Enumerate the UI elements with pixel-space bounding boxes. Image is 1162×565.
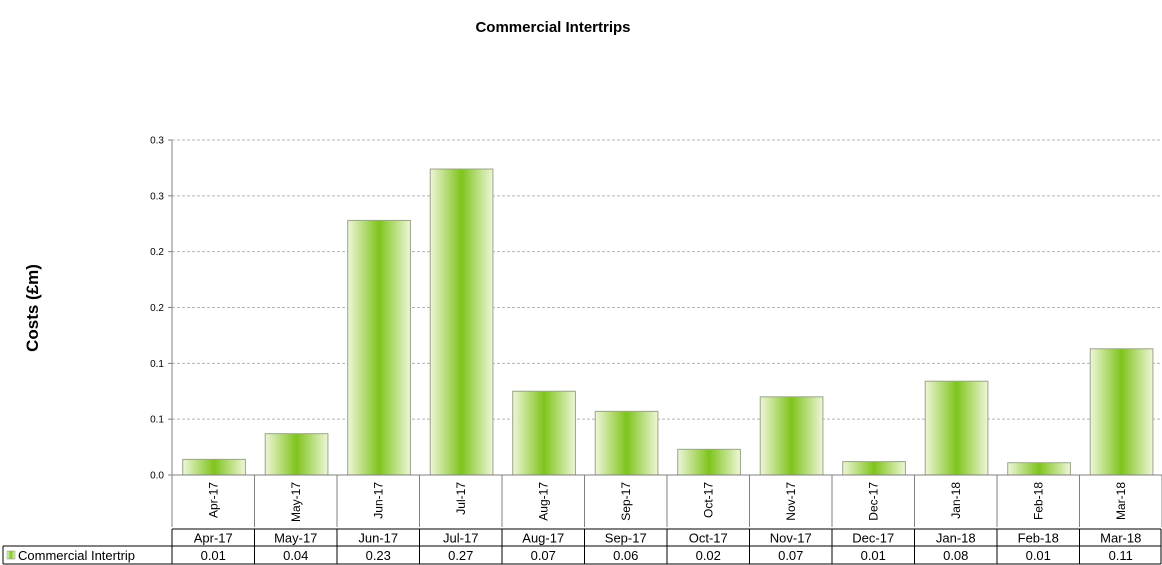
table-header-cell: Mar-18 (1100, 531, 1141, 546)
y-tick-label: 0.1 (150, 359, 164, 370)
table-value-cell: 0.01 (861, 548, 886, 563)
bar-Jan-18 (924, 380, 989, 476)
x-tick-label: Sep-17 (619, 482, 633, 521)
x-tick-label: Mar-18 (1114, 482, 1128, 520)
bar-Jun-17 (347, 219, 411, 476)
y-tick-label: 0.0 (150, 471, 164, 482)
y-tick-label: 0.3 (150, 136, 164, 147)
x-tick-label: Feb-18 (1031, 482, 1045, 520)
x-tick-label: Jul-17 (454, 482, 468, 515)
table-value-cell: 0.08 (943, 548, 968, 563)
y-tick-label: 0.1 (150, 415, 164, 426)
legend-key (6, 550, 16, 560)
table-header-cell: Jul-17 (443, 531, 478, 546)
table-header-cell: Aug-17 (522, 531, 564, 546)
y-tick-label: 0.2 (150, 247, 164, 258)
x-tick-label: Oct-17 (701, 482, 715, 518)
table-value-cell: 0.23 (366, 548, 391, 563)
y-tick-label: 0.3 (150, 191, 164, 202)
x-tick-label: May-17 (289, 482, 303, 522)
bar-May-17 (264, 433, 329, 476)
bar-Mar-18 (1089, 348, 1154, 476)
table-value-cell: 0.11 (1109, 548, 1133, 563)
table-value-cell: 0.07 (778, 548, 803, 563)
y-tick-label: 0.2 (150, 303, 164, 314)
table-header-cell: May-17 (274, 531, 317, 546)
table-header-cell: Oct-17 (689, 531, 728, 546)
x-tick-label: Apr-17 (206, 482, 220, 518)
table-header-cell: Jan-18 (936, 531, 976, 546)
x-tick-label: Nov-17 (784, 482, 798, 521)
table-value-cell: 0.07 (531, 548, 556, 563)
table-value-cell: 0.04 (283, 548, 308, 563)
chart-title: Commercial Intertrips (475, 19, 630, 36)
bar-Jul-17 (429, 168, 494, 476)
legend-series-name: Commercial Intertrip (18, 548, 135, 563)
table-value-cell: 0.27 (448, 548, 473, 563)
table-header-cell: Jun-17 (358, 531, 398, 546)
table-header-cell: Apr-17 (194, 531, 233, 546)
bar-Nov-17 (759, 396, 824, 476)
table-header-cell: Dec-17 (852, 531, 894, 546)
bar-Dec-17 (842, 461, 906, 476)
table-value-cell: 0.01 (201, 548, 226, 563)
bar-Sep-17 (594, 410, 659, 476)
table-value-cell: 0.01 (1026, 548, 1051, 563)
bar-Aug-17 (512, 390, 576, 476)
x-tick-label: Dec-17 (866, 482, 880, 521)
y-axis-label: Costs (£m) (23, 264, 42, 352)
bar-Oct-17 (677, 448, 741, 476)
bar-Apr-17 (182, 458, 246, 476)
x-tick-label: Aug-17 (536, 482, 550, 521)
table-value-cell: 0.02 (696, 548, 721, 563)
x-tick-label: Jun-17 (371, 482, 385, 519)
table-header-cell: Nov-17 (770, 531, 812, 546)
table-header-cell: Sep-17 (605, 531, 647, 546)
table-header-cell: Feb-18 (1018, 531, 1059, 546)
x-tick-label: Jan-18 (949, 482, 963, 519)
table-value-cell: 0.06 (613, 548, 638, 563)
bar-Feb-18 (1007, 462, 1071, 476)
